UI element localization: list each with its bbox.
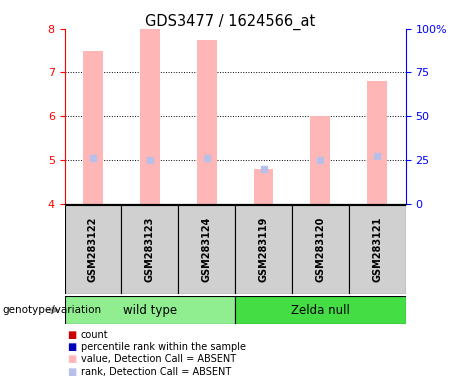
Bar xyxy=(178,205,235,294)
Text: GSM283124: GSM283124 xyxy=(201,217,212,282)
Bar xyxy=(83,51,103,204)
Bar xyxy=(292,205,349,294)
Text: GSM283123: GSM283123 xyxy=(145,217,155,282)
Text: Zelda null: Zelda null xyxy=(291,304,350,316)
Text: genotype/variation: genotype/variation xyxy=(2,305,101,315)
Text: GSM283122: GSM283122 xyxy=(88,217,98,282)
Bar xyxy=(121,205,178,294)
Text: ■: ■ xyxy=(67,330,76,340)
Text: GSM283121: GSM283121 xyxy=(372,217,382,282)
Bar xyxy=(65,296,235,324)
Bar xyxy=(254,169,273,204)
Bar xyxy=(235,296,406,324)
Text: value, Detection Call = ABSENT: value, Detection Call = ABSENT xyxy=(81,354,236,364)
Bar xyxy=(367,81,387,204)
Text: percentile rank within the sample: percentile rank within the sample xyxy=(81,342,246,352)
Text: ■: ■ xyxy=(67,367,76,377)
Text: ■: ■ xyxy=(67,342,76,352)
Bar xyxy=(140,29,160,204)
Bar xyxy=(65,205,121,294)
Text: wild type: wild type xyxy=(123,304,177,316)
Text: GSM283120: GSM283120 xyxy=(315,217,325,282)
Text: ■: ■ xyxy=(67,354,76,364)
Text: rank, Detection Call = ABSENT: rank, Detection Call = ABSENT xyxy=(81,367,231,377)
Bar xyxy=(197,40,217,204)
Bar xyxy=(235,205,292,294)
Text: GSM283119: GSM283119 xyxy=(259,217,269,282)
Bar xyxy=(310,116,331,204)
Bar xyxy=(349,205,406,294)
Text: GDS3477 / 1624566_at: GDS3477 / 1624566_at xyxy=(145,13,316,30)
Text: count: count xyxy=(81,330,108,340)
